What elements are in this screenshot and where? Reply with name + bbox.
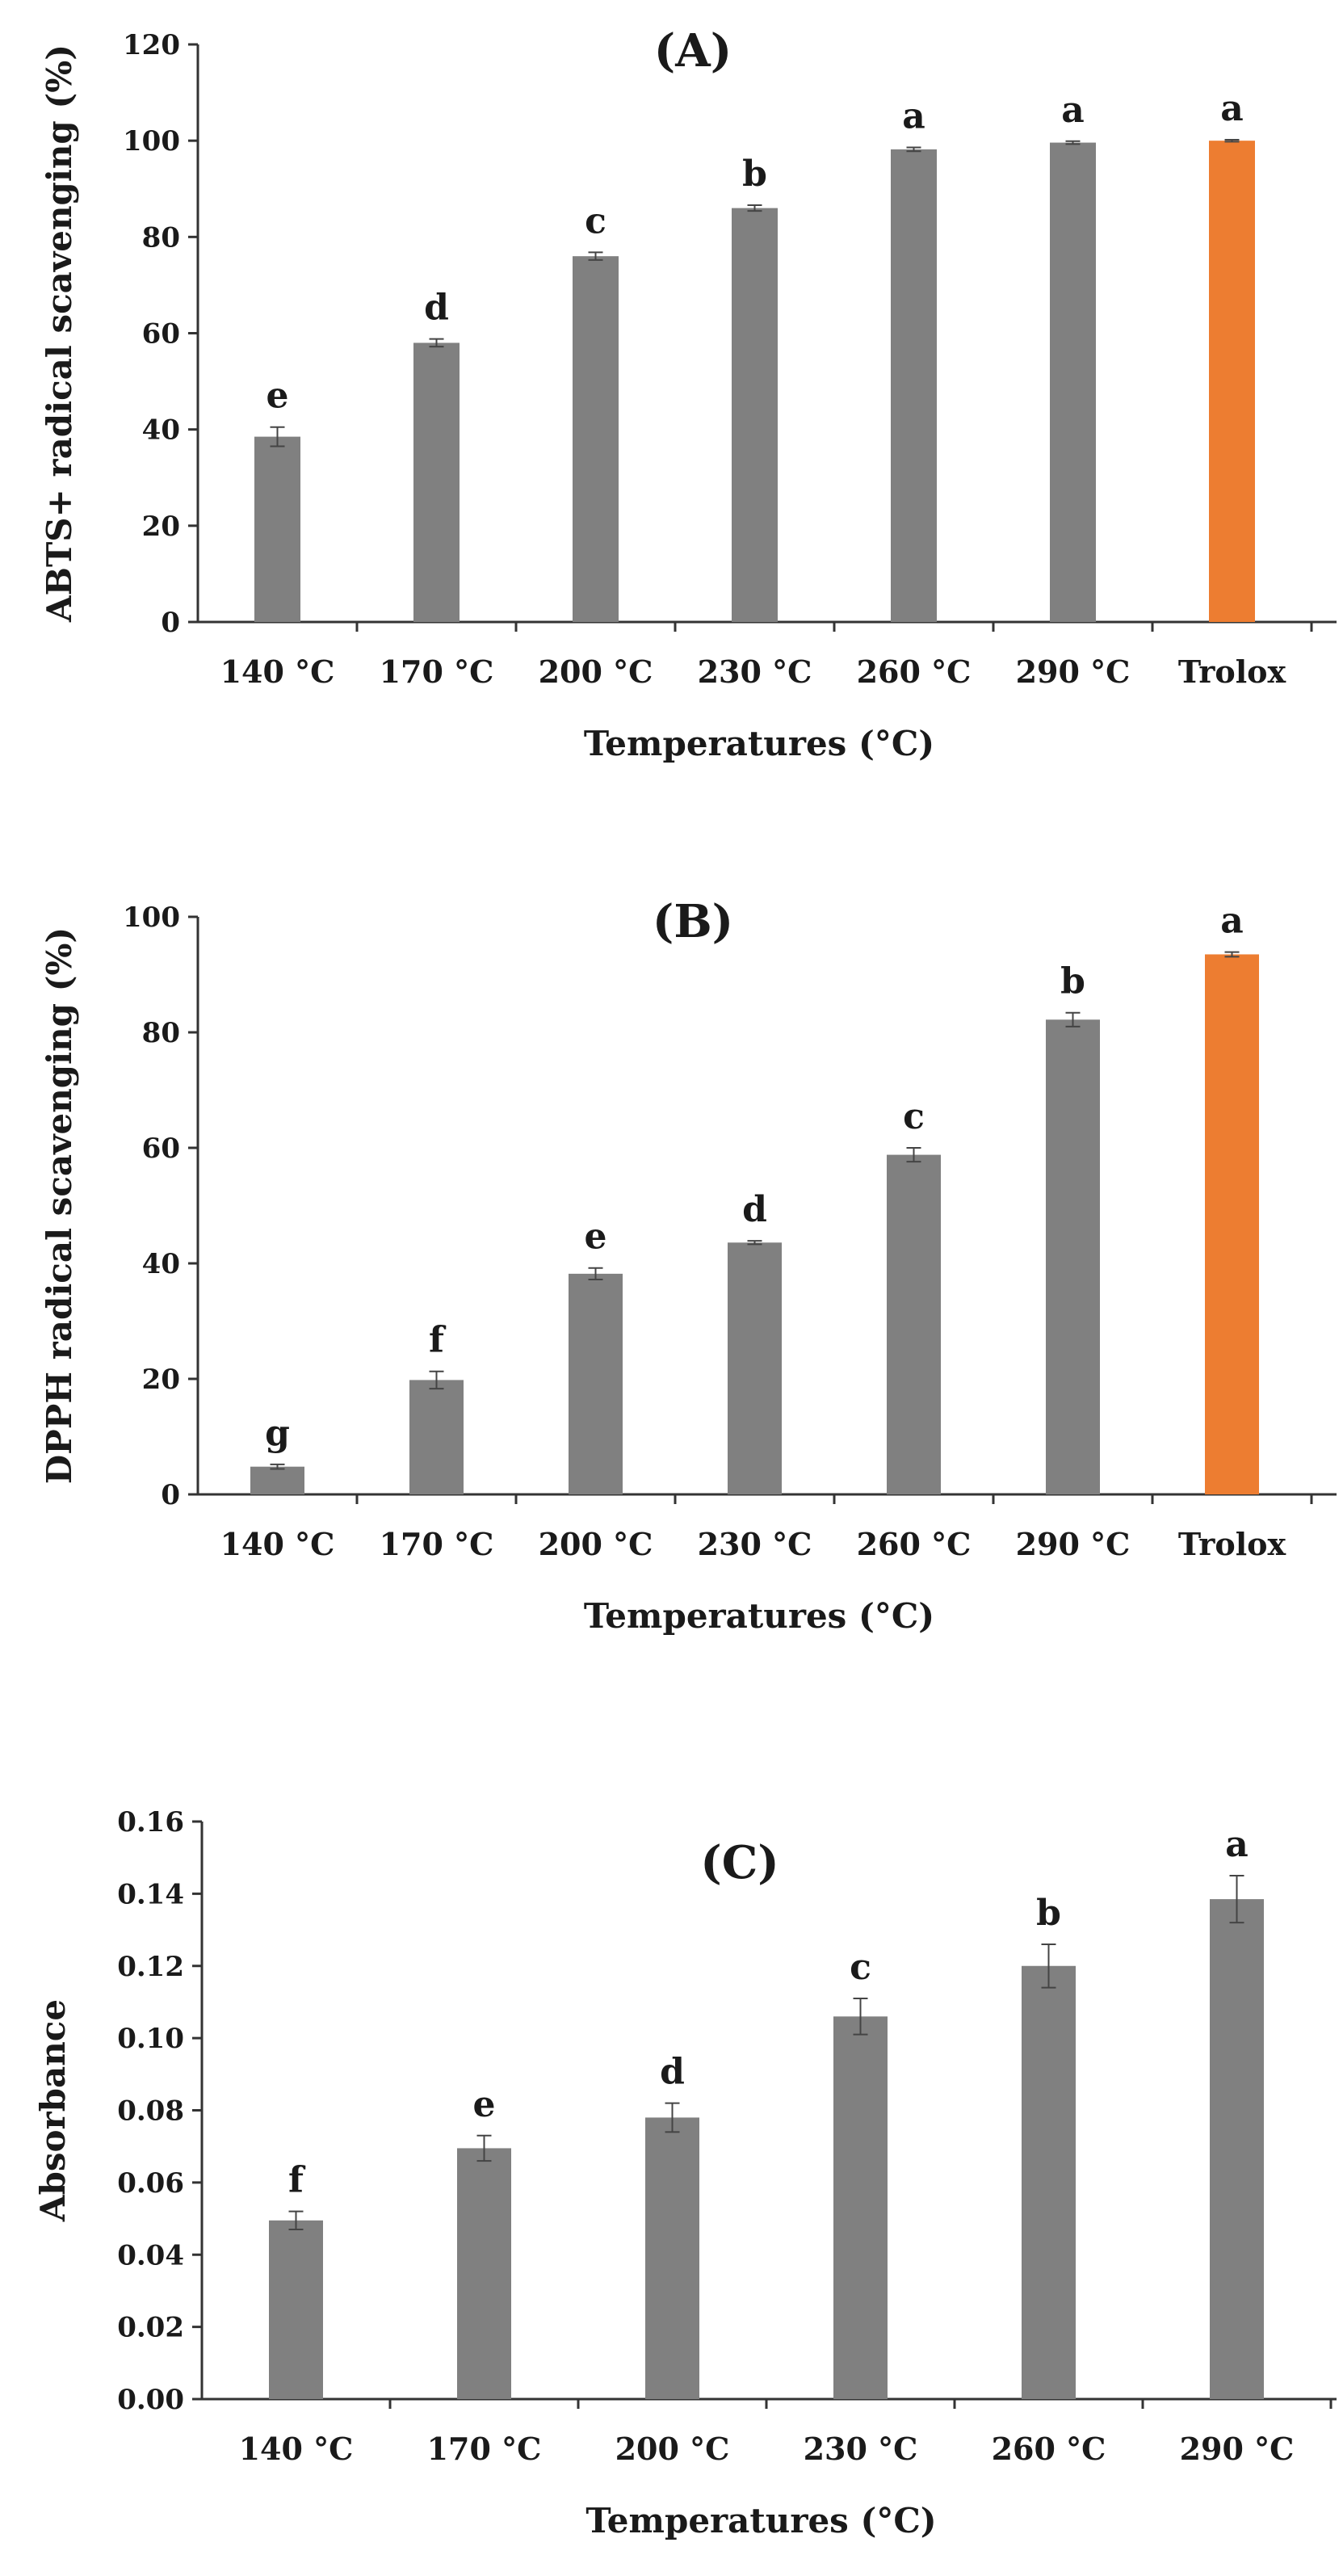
x-tick-label: 170 °C bbox=[380, 1526, 494, 1562]
x-axis-title: Temperatures (°C) bbox=[584, 1596, 934, 1636]
bar bbox=[1050, 142, 1096, 623]
y-tick-label: 0 bbox=[161, 1479, 180, 1511]
bar bbox=[645, 2117, 699, 2399]
x-tick-label: Trolox bbox=[1178, 653, 1286, 690]
significance-label: a bbox=[1220, 901, 1244, 942]
x-tick-label: 170 °C bbox=[427, 2431, 542, 2467]
x-tick-label: 200 °C bbox=[539, 653, 653, 690]
y-tick-label: 60 bbox=[142, 318, 180, 351]
significance-label: c bbox=[585, 200, 606, 242]
y-tick-label: 60 bbox=[142, 1133, 180, 1165]
y-tick-label: 0.12 bbox=[117, 1951, 184, 1983]
bar bbox=[891, 149, 937, 622]
x-axis-title: Temperatures (°C) bbox=[585, 2501, 936, 2540]
significance-label: a bbox=[902, 96, 925, 137]
bar bbox=[1209, 141, 1255, 622]
bar bbox=[732, 208, 778, 622]
y-tick-label: 80 bbox=[142, 1017, 180, 1049]
x-tick-label: 290 °C bbox=[1016, 1526, 1131, 1562]
x-tick-label: 140 °C bbox=[220, 1526, 335, 1562]
y-tick-label: 100 bbox=[123, 901, 180, 934]
y-tick-label: 0.06 bbox=[117, 2167, 184, 2200]
significance-label: g bbox=[265, 1413, 290, 1454]
y-tick-label: 20 bbox=[142, 511, 180, 543]
y-tick-label: 0.08 bbox=[117, 2095, 184, 2128]
significance-label: d bbox=[660, 2052, 685, 2093]
x-tick-label: 200 °C bbox=[539, 1526, 653, 1562]
y-tick-label: 80 bbox=[142, 221, 180, 254]
y-tick-label: 0.10 bbox=[117, 2023, 184, 2055]
x-tick-label: 290 °C bbox=[1016, 653, 1131, 690]
y-tick-label: 0.14 bbox=[117, 1878, 184, 1910]
y-tick-label: 120 bbox=[123, 29, 180, 61]
bar bbox=[573, 256, 619, 622]
x-tick-label: 260 °C bbox=[992, 2431, 1106, 2467]
y-tick-label: 0.02 bbox=[117, 2312, 184, 2344]
bar bbox=[569, 1273, 623, 1494]
chart-title: (C) bbox=[700, 1836, 779, 1889]
bar bbox=[457, 2148, 511, 2399]
x-tick-label: 140 °C bbox=[220, 653, 335, 690]
x-tick-label: Trolox bbox=[1178, 1526, 1286, 1562]
chart-title: (A) bbox=[654, 24, 732, 78]
y-tick-label: 0.04 bbox=[117, 2239, 184, 2271]
significance-label: b bbox=[742, 153, 767, 195]
x-tick-label: 230 °C bbox=[804, 2431, 918, 2467]
bar bbox=[1205, 954, 1259, 1494]
significance-label: e bbox=[267, 376, 289, 417]
significance-label: e bbox=[585, 1217, 607, 1258]
y-tick-label: 0.00 bbox=[117, 2384, 184, 2416]
bar bbox=[250, 1466, 304, 1494]
significance-label: d bbox=[424, 288, 449, 329]
y-tick-label: 100 bbox=[123, 125, 180, 158]
significance-label: f bbox=[288, 2160, 306, 2201]
significance-label: b bbox=[1060, 961, 1085, 1002]
x-tick-label: 230 °C bbox=[698, 653, 812, 690]
bar bbox=[1046, 1019, 1100, 1494]
y-tick-label: 0.16 bbox=[117, 1806, 184, 1838]
y-axis-title: ABTS+ radical scavenging (%) bbox=[40, 44, 79, 623]
significance-label: c bbox=[850, 1947, 871, 1988]
bar bbox=[269, 2220, 323, 2399]
bar bbox=[728, 1242, 782, 1494]
bar bbox=[1210, 1899, 1264, 2399]
y-tick-label: 20 bbox=[142, 1364, 180, 1396]
significance-label: e bbox=[473, 2084, 496, 2125]
bar bbox=[254, 436, 300, 622]
chart-panel-c: 0.00 0.02 0.04 0.06 0.08 0.10 0.12 0.14 0.16 f 140… bbox=[33, 1806, 1337, 2540]
x-tick-label: 200 °C bbox=[615, 2431, 730, 2467]
significance-label: a bbox=[1225, 1824, 1249, 1865]
x-tick-label: 140 °C bbox=[239, 2431, 354, 2467]
significance-label: a bbox=[1061, 90, 1085, 131]
significance-label: d bbox=[742, 1189, 767, 1230]
y-axis-title: DPPH radical scavenging (%) bbox=[40, 927, 79, 1485]
significance-label: c bbox=[903, 1096, 925, 1137]
x-axis-title: Temperatures (°C) bbox=[584, 724, 934, 763]
significance-label: a bbox=[1220, 88, 1244, 129]
x-tick-label: 260 °C bbox=[857, 653, 972, 690]
bar bbox=[413, 342, 460, 622]
y-axis-title: Absorbance bbox=[33, 1999, 73, 2222]
x-tick-label: 260 °C bbox=[857, 1526, 972, 1562]
chart-title: (B) bbox=[653, 895, 733, 948]
chart-panel-a: 0 20 40 60 80 100 120 e 140 °C d 170 °C c 200 °C b 230… bbox=[40, 24, 1337, 763]
y-tick-label: 40 bbox=[142, 1248, 180, 1280]
x-tick-label: 170 °C bbox=[380, 653, 494, 690]
significance-label: f bbox=[429, 1320, 447, 1361]
bar bbox=[887, 1154, 941, 1494]
chart-panel-b: 0 20 40 60 80 100 g 140 °C f 170 °C e 200 °C d 230 °C… bbox=[40, 895, 1337, 1636]
bar bbox=[409, 1380, 464, 1494]
x-tick-label: 290 °C bbox=[1180, 2431, 1295, 2467]
bar bbox=[1022, 1965, 1076, 2399]
x-tick-label: 230 °C bbox=[698, 1526, 812, 1562]
y-tick-label: 0 bbox=[161, 607, 180, 639]
y-tick-label: 40 bbox=[142, 414, 180, 447]
bar bbox=[833, 2016, 888, 2399]
significance-label: b bbox=[1036, 1893, 1061, 1934]
